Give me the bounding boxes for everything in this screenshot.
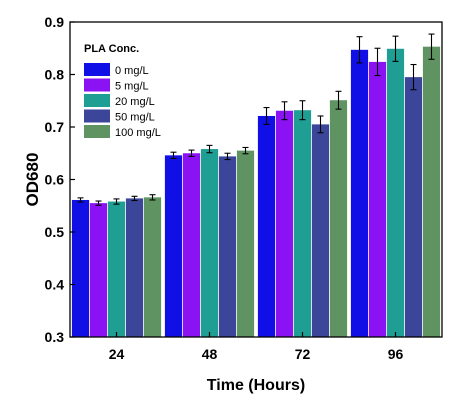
bar: [368, 61, 387, 338]
y-tick-label: 0.8: [45, 67, 65, 83]
bar: [182, 153, 201, 337]
bar: [257, 115, 276, 337]
legend-swatch: [84, 109, 110, 123]
legend-label: 100 mg/L: [115, 127, 161, 139]
error-bars-layer: [77, 33, 435, 206]
bar: [386, 48, 405, 338]
legend-label: 5 mg/L: [115, 81, 149, 93]
legend-label: 0 mg/L: [115, 65, 149, 77]
bar: [275, 110, 294, 337]
bar: [329, 100, 348, 337]
legend-swatch: [84, 94, 110, 107]
x-tick-label: 48: [202, 346, 218, 362]
bar: [350, 49, 369, 337]
bar: [164, 155, 183, 337]
legend-label: 50 mg/L: [115, 112, 155, 124]
bar: [311, 124, 330, 337]
x-axis-label: Time (Hours): [207, 377, 305, 394]
legend-label: 20 mg/L: [115, 96, 155, 108]
legend-swatch: [84, 125, 110, 138]
x-tick-label: 72: [295, 346, 311, 362]
legend-items: 0 mg/L 5 mg/L 20 mg/L 50 mg/L 100 mg/L: [84, 63, 161, 139]
y-tick-label: 0.5: [45, 224, 65, 240]
x-tick-label: 96: [388, 346, 404, 362]
legend-swatch: [84, 63, 110, 76]
bar: [143, 197, 162, 337]
bar: [71, 199, 90, 337]
bar: [404, 77, 423, 337]
legend-title: PLA Conc.: [84, 43, 139, 55]
legend-swatch: [84, 78, 110, 92]
y-axis-label: OD680: [23, 153, 42, 207]
bar: [200, 149, 219, 337]
y-tick-label: 0.6: [45, 172, 65, 188]
y-tick-label: 0.9: [45, 14, 65, 30]
bar: [422, 46, 441, 338]
axes-layer: 0.3 0.4 0.5 0.6 0.7 0.8 0.9 24 48 72 96: [45, 14, 404, 362]
legend: PLA Conc. 0 mg/L 5 mg/L 20 mg/L 50 mg/L 100 …: [84, 43, 161, 139]
bar: [107, 201, 126, 337]
bars-layer: [71, 46, 441, 338]
x-tick-label: 24: [109, 346, 125, 362]
bar: [293, 110, 312, 337]
bar: [89, 203, 108, 337]
y-tick-label: 0.7: [45, 119, 65, 135]
y-tick-label: 0.3: [45, 329, 65, 345]
bar: [236, 150, 255, 337]
y-tick-label: 0.4: [45, 277, 65, 293]
bar: [218, 156, 237, 337]
bar: [125, 198, 144, 337]
